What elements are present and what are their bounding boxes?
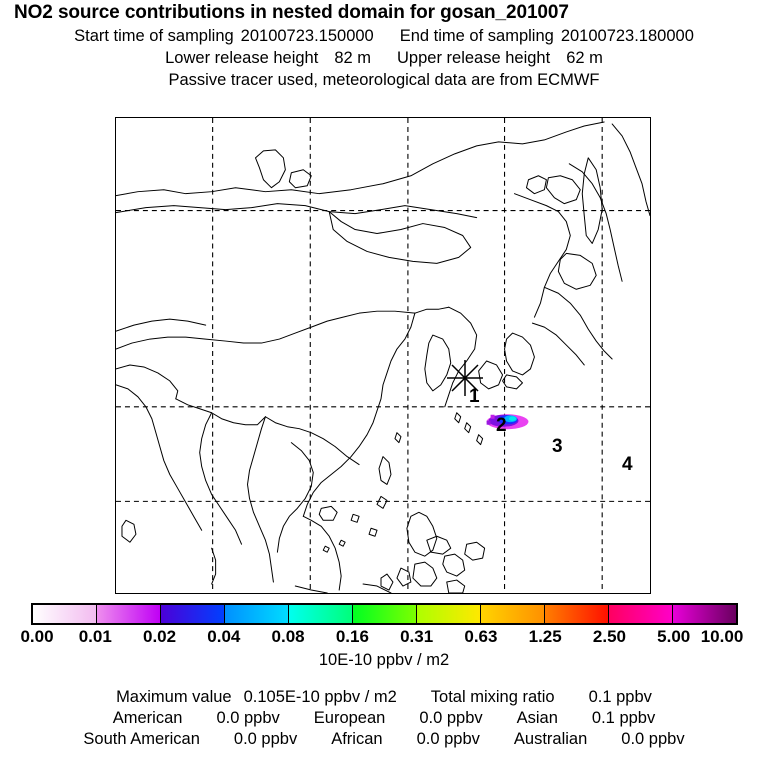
colorbar-tick-10: 5.00: [657, 627, 691, 646]
end-time-value: 20100723.180000: [560, 27, 694, 45]
total-mixing-ratio-label: Total mixing ratio: [430, 688, 555, 706]
maximum-value-label: Maximum value: [116, 688, 232, 706]
colorbar-tick-3: 0.04: [207, 627, 241, 646]
colorbar-segment-7: [481, 605, 545, 623]
region-label-2: 2: [496, 415, 507, 436]
coastlines: [116, 121, 650, 593]
region-label-4: 4: [622, 454, 633, 475]
south-american-label: South American: [83, 730, 200, 748]
continent-row-1: American 0.0 ppbv European 0.0 ppbv Asian 0.1…: [0, 709, 768, 728]
colorbar-tick-1: 0.01: [78, 627, 112, 646]
asian-label: Asian: [516, 709, 558, 727]
colorbar-tick-9: 2.50: [592, 627, 626, 646]
colorbar-segment-9: [609, 605, 673, 623]
colorbar-segment-10: [673, 605, 736, 623]
maximum-value: 0.105E-10 ppbv / m2: [243, 688, 397, 706]
colorbar-segment-3: [225, 605, 289, 623]
statistics-footer: Maximum value 0.105E-10 ppbv / m2 Total mi…: [0, 686, 768, 749]
header-block: NO2 source contributions in nested domai…: [0, 0, 768, 90]
map-panel: [115, 117, 651, 594]
page-title: NO2 source contributions in nested domai…: [14, 2, 569, 23]
european-label: European: [313, 709, 386, 727]
graticule: [116, 118, 650, 593]
lower-release-label: Lower release height: [165, 49, 319, 67]
colorbar: [31, 603, 738, 625]
lower-release-value: 82 m: [334, 49, 371, 67]
colorbar-tick-7: 0.63: [464, 627, 498, 646]
upper-release-value: 62 m: [566, 49, 603, 67]
colorbar-tick-2: 0.02: [142, 627, 177, 646]
australian-label: Australian: [513, 730, 588, 748]
release-height-line: Lower release height 82 m Upper release he…: [0, 49, 768, 68]
asian-value: 0.1 ppbv: [591, 709, 656, 727]
region-label-3: 3: [552, 436, 563, 457]
colorbar-tick-11: 10.00: [700, 627, 744, 646]
colorbar-segment-1: [97, 605, 161, 623]
colorbar-tick-5: 0.16: [335, 627, 369, 646]
colorbar-segment-8: [545, 605, 609, 623]
sampling-time-line: Start time of sampling 20100723.150000 End…: [0, 27, 768, 46]
colorbar-tick-0: 0.00: [20, 627, 54, 646]
american-label: American: [112, 709, 183, 727]
end-time-label: End time of sampling: [399, 27, 554, 45]
method-note: Passive tracer used, meteorological data…: [168, 71, 600, 89]
colorbar-tick-labels: 0.00 0.01 0.02 0.04 0.08 0.16 0.31 0.63 1.25 2.50…: [0, 627, 768, 647]
max-and-total-row: Maximum value 0.105E-10 ppbv / m2 Total mi…: [0, 688, 768, 707]
european-value: 0.0 ppbv: [419, 709, 483, 727]
plume-footprint: [486, 414, 529, 430]
colorbar-tick-8: 1.25: [528, 627, 562, 646]
colorbar-segment-6: [417, 605, 481, 623]
upper-release-label: Upper release height: [397, 49, 551, 67]
total-mixing-ratio-value: 0.1 ppbv: [588, 688, 652, 706]
colorbar-segment-2: [161, 605, 225, 623]
continent-row-2: South American 0.0 ppbv African 0.0 ppbv Aus…: [0, 730, 768, 749]
colorbar-tick-6: 0.31: [400, 627, 434, 646]
start-time-value: 20100723.150000: [240, 27, 374, 45]
australian-value: 0.0 ppbv: [621, 730, 685, 748]
release-site-star-icon: [447, 360, 483, 396]
colorbar-tick-4: 0.08: [271, 627, 305, 646]
american-value: 0.0 ppbv: [216, 709, 280, 727]
colorbar-unit-label: 10E-10 ppbv / m2: [318, 651, 450, 669]
start-time-label: Start time of sampling: [74, 27, 234, 45]
map-canvas: [116, 118, 650, 593]
colorbar-segment-4: [289, 605, 353, 623]
colorbar-segment-5: [353, 605, 417, 623]
south-american-value: 0.0 ppbv: [233, 730, 298, 748]
african-value: 0.0 ppbv: [416, 730, 480, 748]
african-label: African: [331, 730, 383, 748]
colorbar-segment-0: [33, 605, 97, 623]
region-label-1: 1: [469, 386, 480, 407]
